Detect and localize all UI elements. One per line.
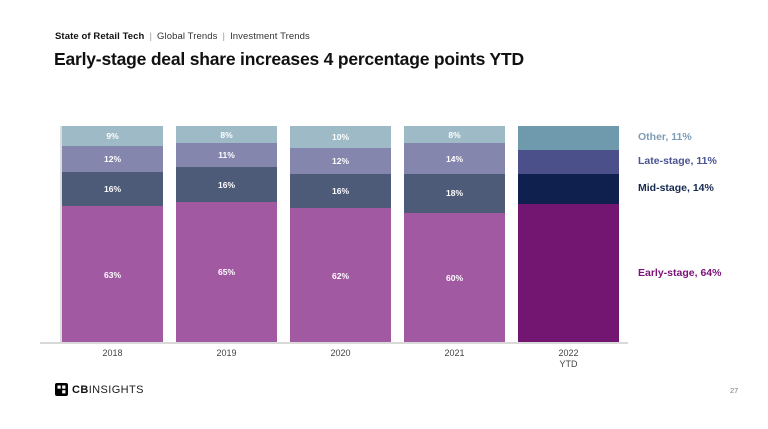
bar-column: 65% 16% 11% 8% [176,126,277,343]
bar-segment [518,126,619,150]
bar-column: 60% 18% 14% 8% [404,126,505,343]
breadcrumb-item: Global Trends [157,31,218,42]
legend-label: Mid-stage, 14% [638,182,714,195]
bar-column [518,126,619,343]
legend-label: Other, 11% [638,131,692,144]
bar-segment-value: 60% [445,272,463,283]
bar-segment-value: 12% [103,153,121,164]
bar-column: 63% 16% 12% 9% [62,126,163,343]
breadcrumb-separator: | [222,31,226,42]
bar-segment: 8% [176,126,277,144]
bar-segment-value: 63% [103,269,121,280]
bar-segment [518,204,619,343]
legend-label: Late-stage, 11% [638,155,717,168]
bar-segment: 16% [176,167,277,202]
bar-segment: 16% [290,173,391,209]
cbinsights-logo: CBINSIGHTS [55,383,144,396]
bar-segment-value: 16% [103,183,121,194]
x-axis-label: 2022 YTD [558,348,579,370]
bar-segment: 60% [404,212,505,343]
bar-segment: 12% [290,147,391,174]
bar-segment: 18% [404,173,505,213]
bar-segment-value: 16% [217,179,235,190]
x-axis-labels: 2018 2019 2020 2021 2022 YTD [62,348,619,371]
bar-segment-value: 16% [331,186,349,197]
bar-segment: 16% [62,171,163,207]
bar-segment: 12% [62,145,163,172]
legend-label: Early-stage, 64% [638,267,722,280]
bar-segment [518,149,619,174]
bar-segment: 14% [404,143,505,174]
breadcrumb-primary: State of Retail Tech [55,31,145,42]
breadcrumb: State of Retail Tech | Global Trends | Inves… [55,31,310,42]
bar-segment-value: 65% [217,267,235,278]
x-axis-label: 2021 [444,348,465,358]
bars-area: 63% 16% 12% 9% 65% 16% 11% 8% 62% 16% 12% 10% 60% 18%… [62,126,619,343]
bar-segment: 10% [290,126,391,148]
stacked-bar-chart: 63% 16% 12% 9% 65% 16% 11% 8% 62% 16% 12% 10% 60% 18%… [0,126,768,369]
bar-segment-value: 18% [445,188,463,199]
bar-segment-value: 62% [331,270,349,281]
bar-segment: 63% [62,206,163,343]
cbinsights-logo-text: CBINSIGHTS [72,383,144,396]
bar-segment [518,173,619,205]
bar-segment-value: 14% [445,153,463,164]
bar-segment: 11% [176,143,277,168]
page-title: Early-stage deal share increases 4 perce… [54,49,524,69]
bar-segment: 65% [176,201,277,343]
bar-segment-value: 12% [331,155,349,166]
bar-segment-value: 8% [448,129,461,140]
y-axis-line [60,126,62,343]
x-axis-label: 2019 [216,348,237,358]
bar-segment-value: 8% [220,129,233,140]
x-axis-line [40,342,628,344]
cbinsights-logo-icon [55,383,68,396]
bar-column: 62% 16% 12% 10% [290,126,391,343]
bar-segment: 62% [290,208,391,343]
bar-segment: 9% [62,126,163,146]
x-axis-label: 2020 [330,348,351,358]
bar-segment-value: 9% [106,130,119,141]
breadcrumb-separator: | [149,31,153,42]
page-number: 27 [730,386,739,395]
bar-segment-value: 11% [218,150,235,161]
breadcrumb-item: Investment Trends [230,31,310,42]
bar-segment-value: 10% [331,131,349,142]
x-axis-label: 2018 [102,348,123,358]
bar-segment: 8% [404,126,505,144]
